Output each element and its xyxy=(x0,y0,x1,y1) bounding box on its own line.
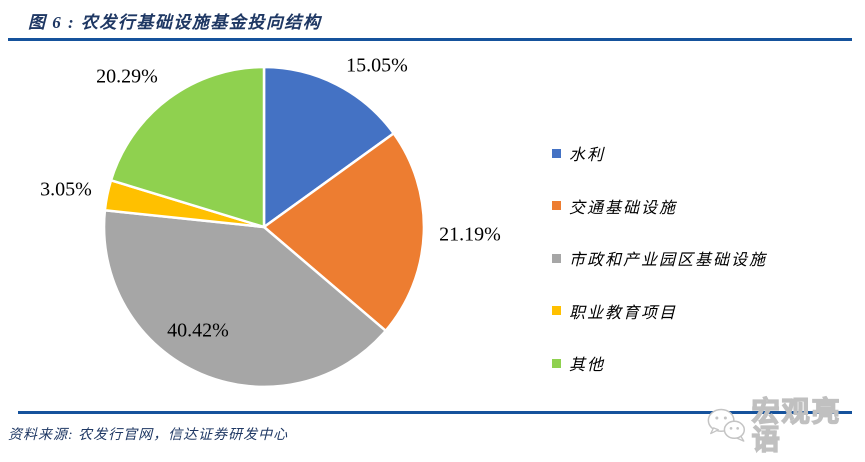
legend-swatch xyxy=(552,253,561,263)
legend: 水利交通基础设施市政和产业园区基础设施 职业教育项目 其他 xyxy=(552,127,852,390)
legend-swatch xyxy=(552,148,561,158)
legend-label: 市政和产业园区基础设施 xyxy=(569,252,768,270)
legend-swatch xyxy=(552,201,561,211)
pie-slice-4 xyxy=(109,65,266,229)
header-rule xyxy=(8,38,852,41)
pie-slice-1 xyxy=(262,132,426,333)
pie-label-0: 15.05% xyxy=(346,54,408,77)
pie-label-3: 3.05% xyxy=(40,178,92,201)
watermark: 宏观亮语 xyxy=(706,396,865,455)
figure-title: 图 6 : 农发行基础设施基金投向结构 xyxy=(28,13,322,32)
legend-swatch xyxy=(552,358,561,368)
legend-item-4: 其他 xyxy=(552,337,852,390)
legend-label: 职业教育项目 xyxy=(569,304,678,322)
wechat-icon xyxy=(707,408,746,442)
pie-label-4: 20.29% xyxy=(96,65,158,88)
pie-label-2: 40.42% xyxy=(167,319,229,342)
watermark-text: 宏观亮语 xyxy=(751,396,842,455)
legend-swatch xyxy=(552,306,561,316)
legend-item-1: 交通基础设施 xyxy=(552,180,852,233)
pie-slice-2 xyxy=(102,209,387,389)
pie-slice-0 xyxy=(262,65,395,229)
legend-item-0: 水利 xyxy=(552,127,852,180)
legend-label: 其他 xyxy=(569,357,606,375)
legend-item-2: 市政和产业园区基础设施 xyxy=(552,232,852,285)
legend-label: 交通基础设施 xyxy=(569,199,678,217)
legend-item-3: 职业教育项目 xyxy=(552,285,852,338)
pie-label-1: 21.19% xyxy=(439,223,501,246)
legend-label: 水利 xyxy=(569,147,606,165)
source-text: 资料来源: 农发行官网，信达证券研发中心 xyxy=(8,428,289,443)
footer-rule xyxy=(18,411,852,414)
